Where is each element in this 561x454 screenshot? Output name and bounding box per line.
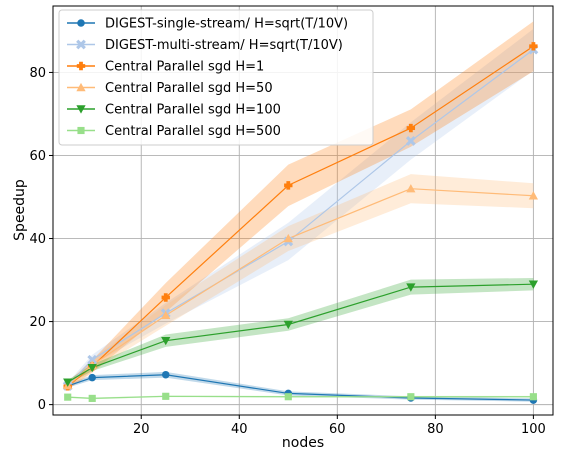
data-point-triangle-up (283, 233, 293, 243)
x-axis-ticks: 20 40 60 80 100 (133, 415, 546, 437)
series-band (67, 277, 534, 385)
data-point-triangle-down (161, 336, 171, 346)
y-tick-label: 20 (29, 315, 46, 330)
data-point-triangle-down (63, 378, 73, 387)
data-point-x (87, 354, 98, 365)
y-tick-label: 80 (29, 66, 46, 81)
legend: DIGEST-single-stream/ H=sqrt(T/10V) DIGES… (58, 9, 374, 146)
data-point-x (405, 136, 416, 146)
data-point-x (76, 39, 86, 50)
y-tick-label: 40 (29, 232, 46, 247)
legend-label: DIGEST-single-stream/ H=sqrt(T/10V) (105, 17, 348, 32)
y-tick-label: 60 (29, 149, 46, 164)
y-tick-label: 0 (38, 398, 46, 413)
y-axis-ticks: 0 20 40 60 80 (29, 66, 53, 413)
data-point-circle (77, 19, 85, 27)
y-axis-title: Speedup (12, 179, 28, 241)
data-point-square (88, 394, 96, 402)
data-point-triangle-down (283, 320, 293, 330)
legend-label: Central Parallel sgd H=500 (105, 124, 281, 139)
data-point-triangle-up (76, 82, 86, 92)
legend-box (58, 9, 374, 146)
data-point-plus (284, 181, 293, 190)
data-point-square (284, 393, 292, 401)
legend-label: Central Parallel sgd H=50 (105, 81, 273, 96)
data-point-plus (76, 61, 86, 71)
x-tick-label: 80 (427, 422, 444, 437)
data-point-triangle-up (406, 184, 416, 193)
data-point-triangle-up (528, 191, 539, 200)
x-tick-label: 40 (231, 422, 248, 437)
legend-label: DIGEST-multi-stream/ H=sqrt(T/10V) (105, 38, 343, 53)
series-band (67, 21, 534, 390)
series-band (67, 28, 534, 390)
data-point-triangle-up (161, 310, 171, 320)
plot-frame (52, 5, 554, 416)
data-point-square (162, 392, 170, 400)
series-band (67, 371, 534, 402)
data-point-circle (88, 373, 96, 382)
series-lines (67, 45, 534, 401)
data-point-square (77, 126, 85, 135)
data-point-plus (406, 123, 416, 133)
x-tick-label: 20 (133, 422, 150, 437)
data-point-square (407, 393, 415, 401)
data-point-plus (161, 293, 170, 302)
data-point-circle (161, 370, 170, 379)
data-point-triangle-down (406, 283, 416, 292)
data-point-triangle-down (76, 105, 86, 114)
legend-label: Central Parallel sgd H=1 (105, 60, 264, 75)
x-tick-label: 100 (521, 422, 546, 437)
series-line (67, 374, 534, 401)
x-axis-title: nodes (282, 435, 324, 451)
data-point-triangle-down (87, 363, 97, 373)
series-markers (62, 42, 539, 404)
series-line (67, 395, 534, 399)
data-point-plus (529, 42, 538, 51)
data-point-triangle-down (528, 280, 539, 289)
data-point-square (64, 393, 72, 401)
series-band (67, 174, 534, 389)
x-tick-label: 60 (329, 422, 346, 437)
legend-label: Central Parallel sgd H=100 (105, 103, 281, 118)
data-point-square (529, 393, 537, 401)
series-line (67, 283, 534, 383)
